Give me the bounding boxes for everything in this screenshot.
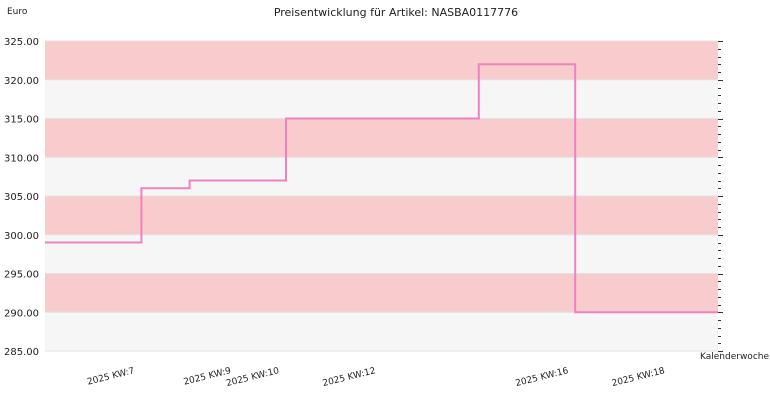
band [45,79,718,119]
y-tick-label: 305.00 [4,192,39,203]
band [45,273,718,313]
right-axis-ticks [718,41,723,352]
x-tick-label: 2025 KW:10 [225,366,280,389]
x-tick-label: 2025 KW:12 [322,366,377,389]
series-group [45,63,718,314]
y-axis-tick-labels: 285.00 290.00 295.00 300.00 305.00 310.00 315.… [4,37,39,358]
y-axis-label: Euro [7,7,28,17]
chart-title: Preisentwicklung für Artikel: NASBA01177… [274,6,518,19]
y-tick-label: 320.00 [4,76,39,87]
y-tick-label: 285.00 [4,347,39,358]
band [45,157,718,196]
band [45,234,718,274]
band [45,118,718,158]
series-line [45,63,718,314]
x-tick-label: 2025 KW:9 [183,366,233,387]
y-tick-label: 310.00 [4,153,39,164]
x-tick-label: 2025 KW:18 [611,366,666,389]
band [45,41,718,80]
x-tick-label: 2025 KW:7 [86,366,135,387]
y-tick-label: 290.00 [4,308,39,319]
y-tick-label: 325.00 [4,37,39,48]
background-bands [45,41,718,351]
band [45,312,718,351]
y-tick-label: 295.00 [4,270,39,281]
y-tick-label: 315.00 [4,115,39,126]
x-tick-label: 2025 KW:16 [515,366,570,389]
x-axis-label: Kalenderwoche [700,352,769,362]
y-tick-label: 300.00 [4,231,39,242]
band [45,196,718,235]
